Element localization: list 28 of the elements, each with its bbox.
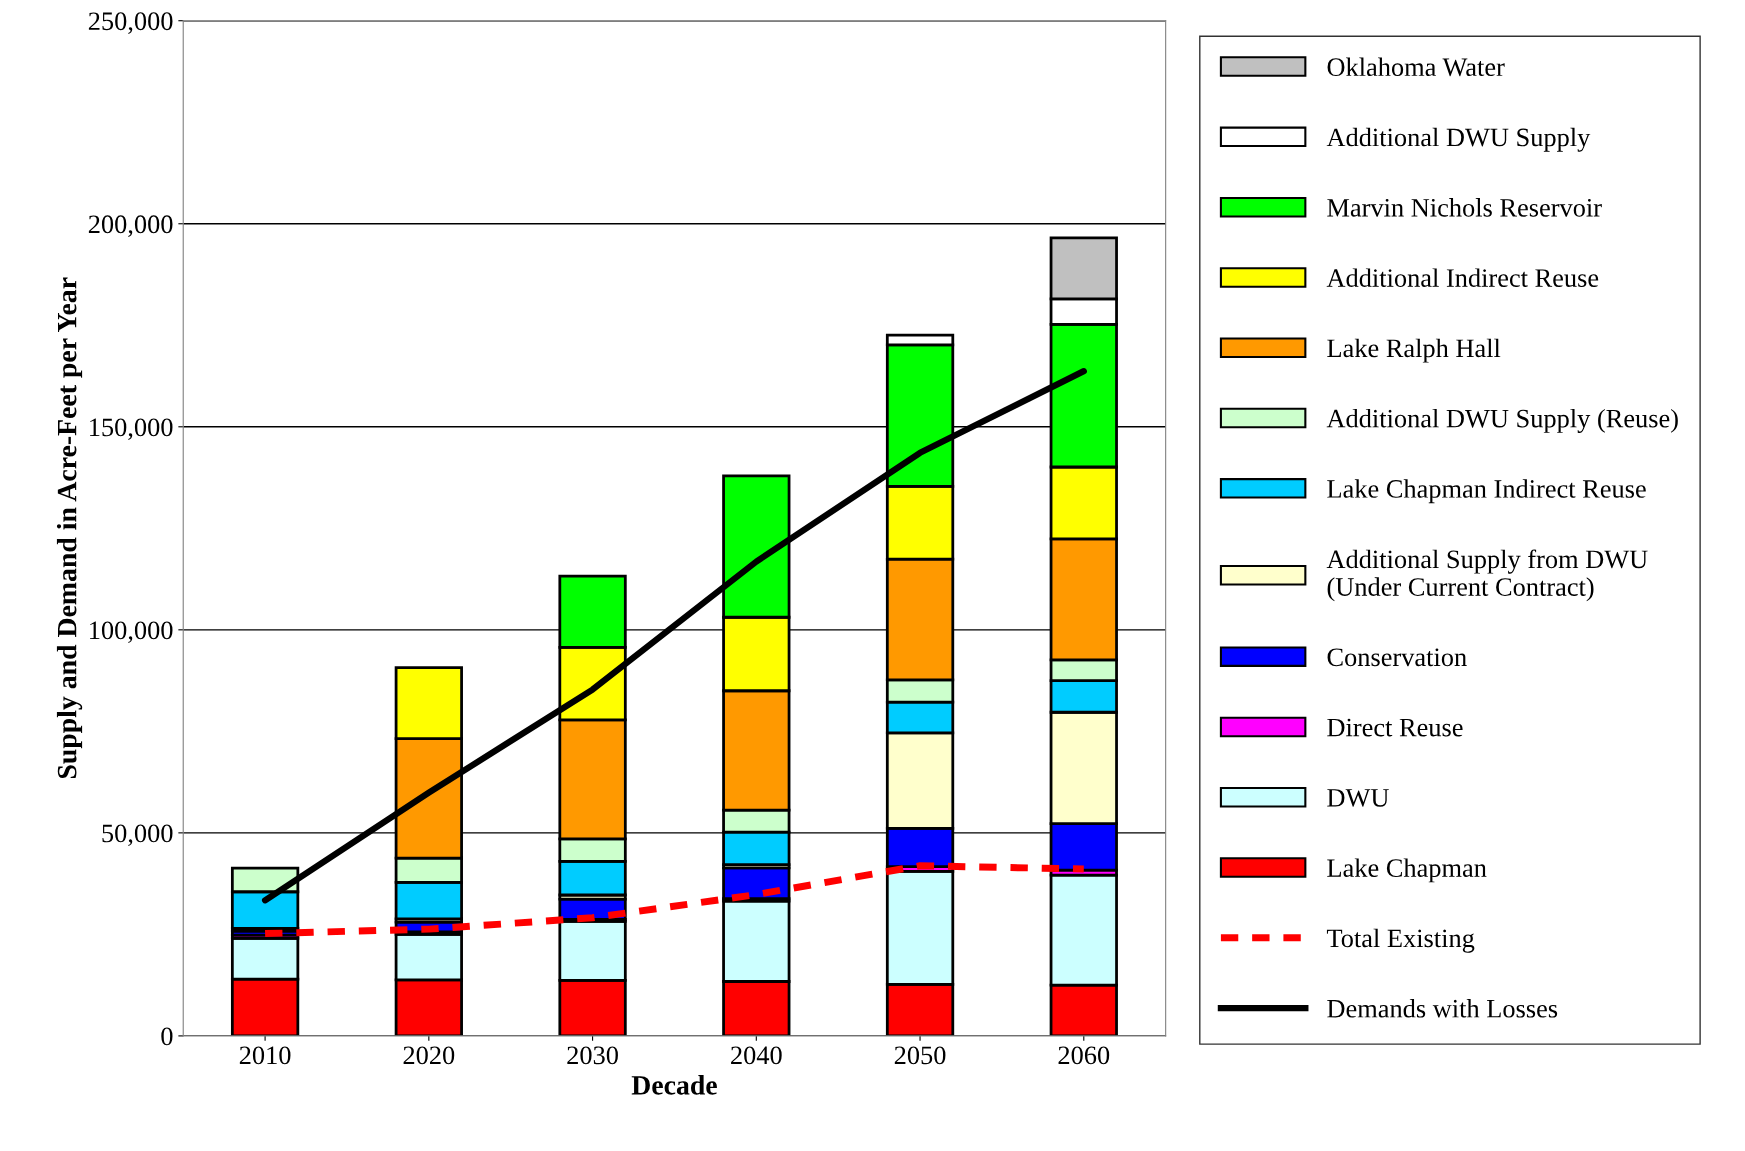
legend-label: DWU (1327, 789, 1389, 807)
legend-label: Conservation (1327, 648, 1467, 667)
legend-label: Additional DWU Supply (Reuse) (1326, 408, 1678, 433)
x-tick-label: 2020 (403, 1046, 455, 1065)
legend-label: Lake Chapman (1327, 858, 1487, 883)
legend-label: Total Existing (1326, 928, 1475, 953)
legend-label: Marvin Nichols Reservoir (1327, 198, 1602, 217)
x-tick-label: 2060 (1058, 1046, 1110, 1065)
y-tick-label: 100,000 (90, 621, 173, 644)
legend-label: Direct Reuse (1327, 718, 1463, 737)
legend-label: Additional DWU Supply (1326, 127, 1591, 152)
y-tick-label: 50,000 (102, 824, 173, 847)
legend-label: Lake Ralph Hall (1327, 338, 1501, 363)
legend-label: Demands with Losses (1327, 999, 1558, 1018)
legend-label: Additional Supply from DWU (Under Current Contract) (1326, 549, 1648, 602)
x-tick-label: 2010 (239, 1046, 291, 1065)
y-tick-label: 250,000 (88, 12, 173, 34)
x-tick-label: 2040 (731, 1046, 782, 1065)
x-axis-title: Decade (631, 1075, 717, 1095)
y-tick-label: 150,000 (90, 418, 173, 440)
x-tick-label: 2030 (567, 1046, 618, 1065)
legend-label: Oklahoma Water (1327, 57, 1505, 77)
y-axis-title: Supply and Demand in Acre-Feet per Year (56, 277, 83, 779)
legend-label: Lake Chapman Indirect Reuse (1327, 479, 1646, 504)
y-tick-label: 200,000 (88, 215, 173, 237)
y-tick-label: 0 (161, 1027, 173, 1046)
x-tick-label: 2050 (894, 1046, 946, 1065)
legend-label: Additional Indirect Reuse (1326, 268, 1599, 287)
